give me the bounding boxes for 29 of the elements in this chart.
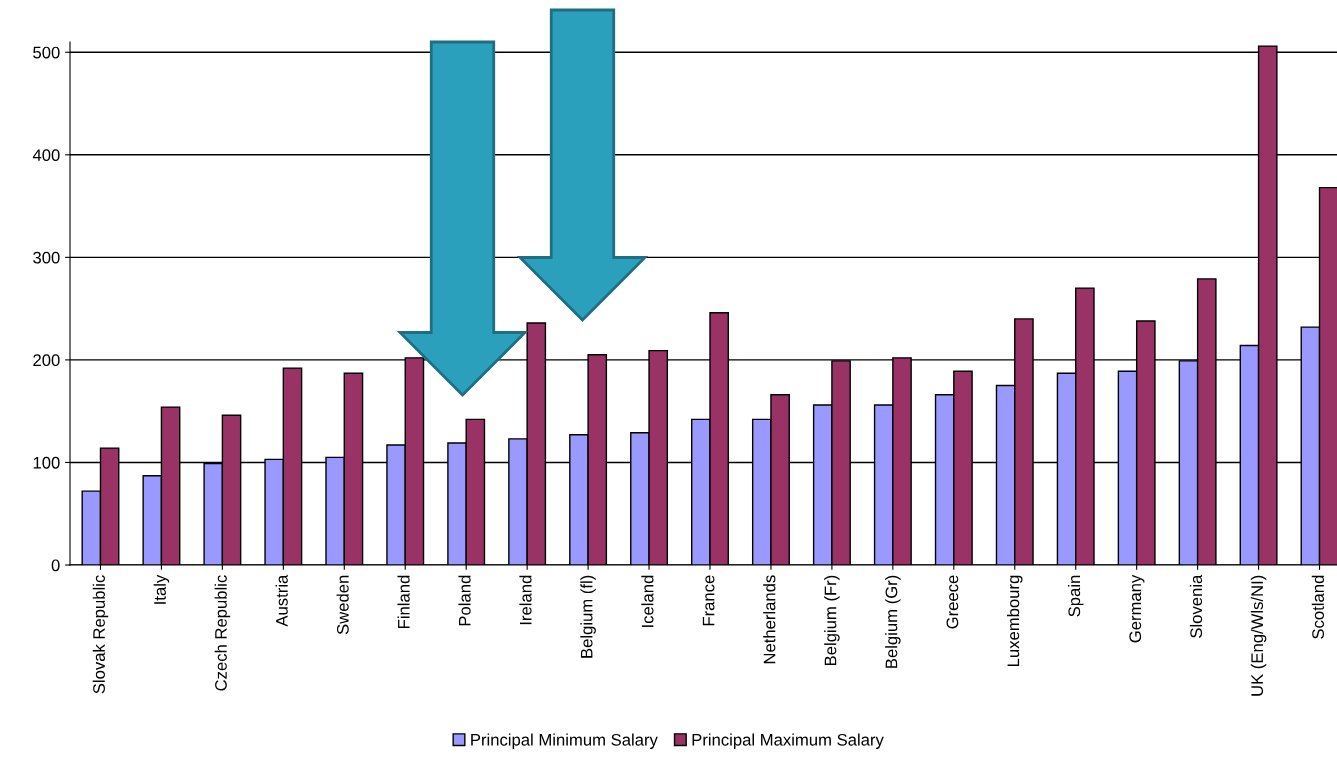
x-tick-label: UK (Eng/Wls/NI) xyxy=(1250,575,1267,696)
x-tick-label: Germany xyxy=(1129,574,1145,643)
y-tick-label: 200 xyxy=(33,354,60,367)
x-tick-label: Belgium (Fr) xyxy=(824,575,840,666)
x-tick-label: Iceland xyxy=(641,575,654,627)
y-tick-label: 0 xyxy=(51,559,60,572)
y-tick-label: 400 xyxy=(32,149,60,162)
x-tick-label: Finland xyxy=(397,575,410,629)
x-tick-label: Ireland xyxy=(519,575,532,625)
x-tick-label: Netherlands xyxy=(763,575,776,664)
legend-label: Principal Minimum Salary xyxy=(471,733,658,749)
x-tick-label: France xyxy=(702,575,715,626)
x-tick-label: Luxembourg xyxy=(1006,575,1023,666)
x-tick-label: Belgium (Gr) xyxy=(885,575,901,668)
x-tick-label: Scotland xyxy=(1311,575,1324,639)
x-tick-label: Italy xyxy=(153,574,170,604)
y-tick-label: 500 xyxy=(33,46,60,59)
x-tick-label: Slovak Republic xyxy=(92,575,109,694)
x-tick-label: Czech Republic xyxy=(214,575,231,691)
x-tick-label: Greece xyxy=(946,575,959,629)
x-tick-label: Austria xyxy=(275,574,288,627)
x-tick-label: Slovenia xyxy=(1189,574,1203,638)
x-tick-label: Spain xyxy=(1067,575,1084,617)
x-tick-label: Belgium (fl) xyxy=(580,575,596,658)
x-tick-label: Sweden xyxy=(336,575,349,635)
y-tick-label: 300 xyxy=(33,251,60,264)
legend-label: Principal Maximum Salary xyxy=(692,733,884,749)
x-tick-label: Poland xyxy=(458,575,471,626)
y-tick-label: 100 xyxy=(33,456,60,469)
